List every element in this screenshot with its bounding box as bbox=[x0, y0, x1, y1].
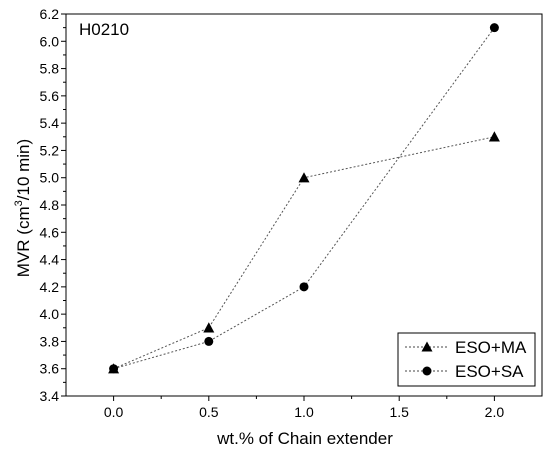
y-tick-label: 4.8 bbox=[40, 197, 60, 213]
y-tick-label: 4.6 bbox=[40, 224, 60, 240]
ticks-layer: 0.0 0.5 1.0 1.5 2.0 3.4 3.6 3.8 4.0 4.2 4.4 4.6 4.8 5… bbox=[40, 6, 505, 420]
y-tick-label: 3.8 bbox=[40, 333, 60, 349]
series-lines bbox=[113, 27, 495, 370]
y-tick-label: 5.2 bbox=[40, 142, 60, 158]
y-tick-label: 5.8 bbox=[40, 61, 60, 77]
y-axis-title: MVR (cm3/10 min) bbox=[13, 139, 33, 277]
legend-label-eso-ma: ESO+MA bbox=[455, 338, 527, 357]
x-tick-label: 2.0 bbox=[485, 404, 505, 420]
legend-label-eso-sa: ESO+SA bbox=[455, 362, 524, 381]
y-tick-label: 6.2 bbox=[40, 6, 60, 22]
series-line-eso-ma bbox=[113, 136, 495, 370]
y-tick-label: 6.0 bbox=[40, 33, 60, 49]
y-tick-label: 4.2 bbox=[40, 279, 60, 295]
data-point-eso-sa bbox=[109, 364, 119, 374]
x-axis-title: wt.% of Chain extender bbox=[216, 429, 393, 448]
data-point-eso-ma bbox=[203, 322, 215, 333]
y-tick-label: 5.6 bbox=[40, 88, 60, 104]
y-tick-label: 5.4 bbox=[40, 115, 60, 131]
y-tick-label: 3.4 bbox=[40, 388, 60, 404]
data-point-eso-ma bbox=[488, 131, 500, 142]
x-tick-label: 0.5 bbox=[199, 404, 219, 420]
data-point-eso-sa bbox=[299, 282, 309, 292]
y-tick-label: 5.0 bbox=[40, 170, 60, 186]
legend-marker-eso-ma bbox=[421, 341, 433, 352]
data-point-eso-ma bbox=[298, 172, 310, 183]
y-axis-title-prefix: MVR (cm bbox=[14, 206, 33, 277]
data-point-eso-sa bbox=[204, 336, 214, 346]
y-axis-title-suffix: /10 min) bbox=[14, 139, 33, 200]
y-tick-label: 3.6 bbox=[40, 361, 60, 377]
y-axis-title-superscript: 3 bbox=[13, 200, 25, 206]
data-point-eso-sa bbox=[489, 23, 499, 33]
x-tick-label: 1.5 bbox=[389, 404, 409, 420]
y-tick-label: 4.0 bbox=[40, 306, 60, 322]
series-markers bbox=[108, 23, 500, 374]
chart-annotation: H0210 bbox=[79, 20, 129, 39]
series-line-eso-sa bbox=[113, 27, 495, 370]
y-tick-label: 4.4 bbox=[40, 252, 60, 268]
x-tick-label: 0.0 bbox=[104, 404, 124, 420]
legend-box bbox=[397, 332, 536, 387]
legend: ESO+MA ESO+SA bbox=[397, 332, 536, 387]
legend-marker-eso-sa bbox=[422, 366, 432, 376]
x-tick-label: 1.0 bbox=[294, 404, 314, 420]
